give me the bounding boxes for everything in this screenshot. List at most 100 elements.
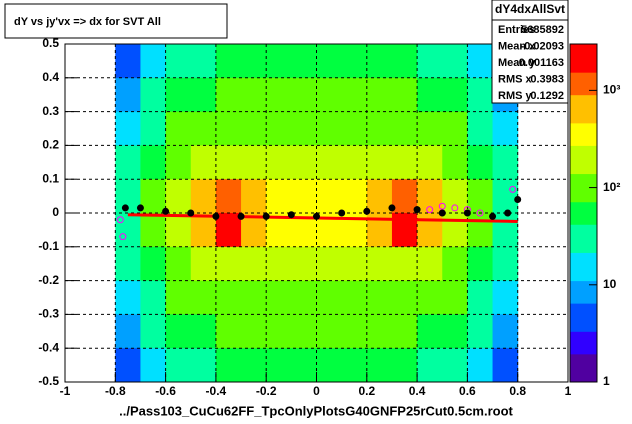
profile-marker	[136, 204, 144, 212]
heat-cell	[140, 44, 167, 79]
heat-cell	[442, 145, 468, 180]
stats-value: -0.02093	[521, 40, 564, 52]
heat-cell	[341, 44, 368, 79]
color-scale	[570, 258, 597, 265]
color-scale	[570, 314, 597, 321]
heat-cell	[165, 77, 192, 113]
heat-cell	[190, 246, 217, 282]
heat-cell	[316, 77, 343, 113]
heat-cell	[291, 111, 317, 146]
heat-cell	[366, 246, 393, 282]
color-bar-frame	[569, 43, 598, 383]
color-scale	[570, 111, 597, 118]
x-tick-label: -0.6	[155, 384, 176, 398]
heat-cell	[165, 111, 192, 146]
heat-cell	[417, 246, 443, 282]
heat-cell	[417, 280, 443, 315]
color-scale	[570, 49, 597, 56]
heat-cell	[266, 179, 292, 214]
heat-cell	[215, 213, 242, 248]
color-scale	[570, 286, 597, 293]
stats-title: dY4dxAllSvt	[495, 2, 565, 16]
circle-marker	[451, 204, 459, 212]
heat-cell	[492, 246, 519, 282]
profile-marker	[121, 204, 129, 212]
color-scale	[570, 336, 597, 344]
profile-marker	[489, 212, 497, 220]
color-scale	[570, 139, 597, 146]
profile-marker	[438, 209, 446, 217]
heat-cell	[215, 246, 242, 282]
heat-cell	[115, 246, 141, 282]
heat-cell	[442, 179, 468, 214]
circle-marker	[119, 233, 127, 241]
heat-cell	[140, 314, 167, 349]
heat-cell	[492, 348, 519, 383]
heat-cell	[467, 280, 494, 315]
heat-cell	[467, 44, 494, 79]
x-tick-label: -0.4	[206, 384, 227, 398]
heat-cell	[492, 280, 519, 315]
color-scale	[570, 60, 597, 68]
color-scale	[570, 167, 597, 175]
color-scale	[570, 235, 597, 242]
profile-marker	[463, 209, 471, 217]
heat-cell	[190, 280, 217, 315]
heat-cell	[241, 111, 267, 146]
color-scale	[570, 218, 597, 225]
color-scale	[570, 376, 597, 383]
heat-cell	[266, 280, 292, 315]
y-tick-label: -0.1	[38, 239, 59, 253]
heat-cell	[366, 77, 393, 113]
heat-cell	[341, 111, 368, 146]
profile-marker	[388, 204, 396, 212]
heat-cell	[190, 213, 217, 248]
x-tick-label: 1	[565, 384, 572, 398]
color-scale	[570, 105, 597, 113]
heat-cell	[391, 77, 418, 113]
y-tick-label: 0	[52, 205, 59, 219]
heat-cell	[316, 348, 343, 383]
heat-cell	[266, 111, 292, 146]
title-box	[4, 3, 228, 39]
heat-cell	[391, 348, 418, 383]
x-tick-label: 0.8	[509, 384, 526, 398]
heat-cell	[241, 213, 267, 248]
color-scale	[570, 128, 597, 135]
heat-cell	[316, 246, 343, 282]
heat-cell	[215, 314, 242, 349]
color-scale	[570, 156, 597, 163]
heat-cell	[291, 246, 317, 282]
heat-cell	[215, 77, 242, 113]
heat-cell	[366, 280, 393, 315]
circle-marker	[476, 209, 484, 217]
color-scale	[570, 122, 597, 129]
color-scale	[570, 213, 597, 220]
heat-cell	[241, 179, 267, 214]
color-scale	[570, 151, 597, 158]
heat-cell	[467, 179, 494, 214]
heat-cell	[115, 77, 141, 113]
heat-cell	[341, 77, 368, 113]
heat-cell	[190, 77, 217, 113]
color-scale	[570, 89, 597, 96]
heat-cell	[165, 145, 192, 180]
heat-cell	[165, 179, 192, 214]
profile-marker	[514, 195, 522, 203]
heat-cell	[391, 314, 418, 349]
heat-cell	[391, 280, 418, 315]
heat-cell	[241, 348, 267, 383]
heat-cell	[115, 314, 141, 349]
color-scale	[570, 291, 597, 298]
heat-cell	[190, 145, 217, 180]
profile-marker	[187, 209, 195, 217]
heat-cell	[266, 77, 292, 113]
profile-marker	[413, 206, 421, 214]
profile-marker	[363, 207, 371, 215]
color-scale	[570, 320, 597, 327]
profile-marker	[262, 212, 270, 220]
heat-cell	[366, 145, 393, 180]
heat-cell	[215, 179, 242, 214]
heat-cell	[115, 111, 141, 146]
